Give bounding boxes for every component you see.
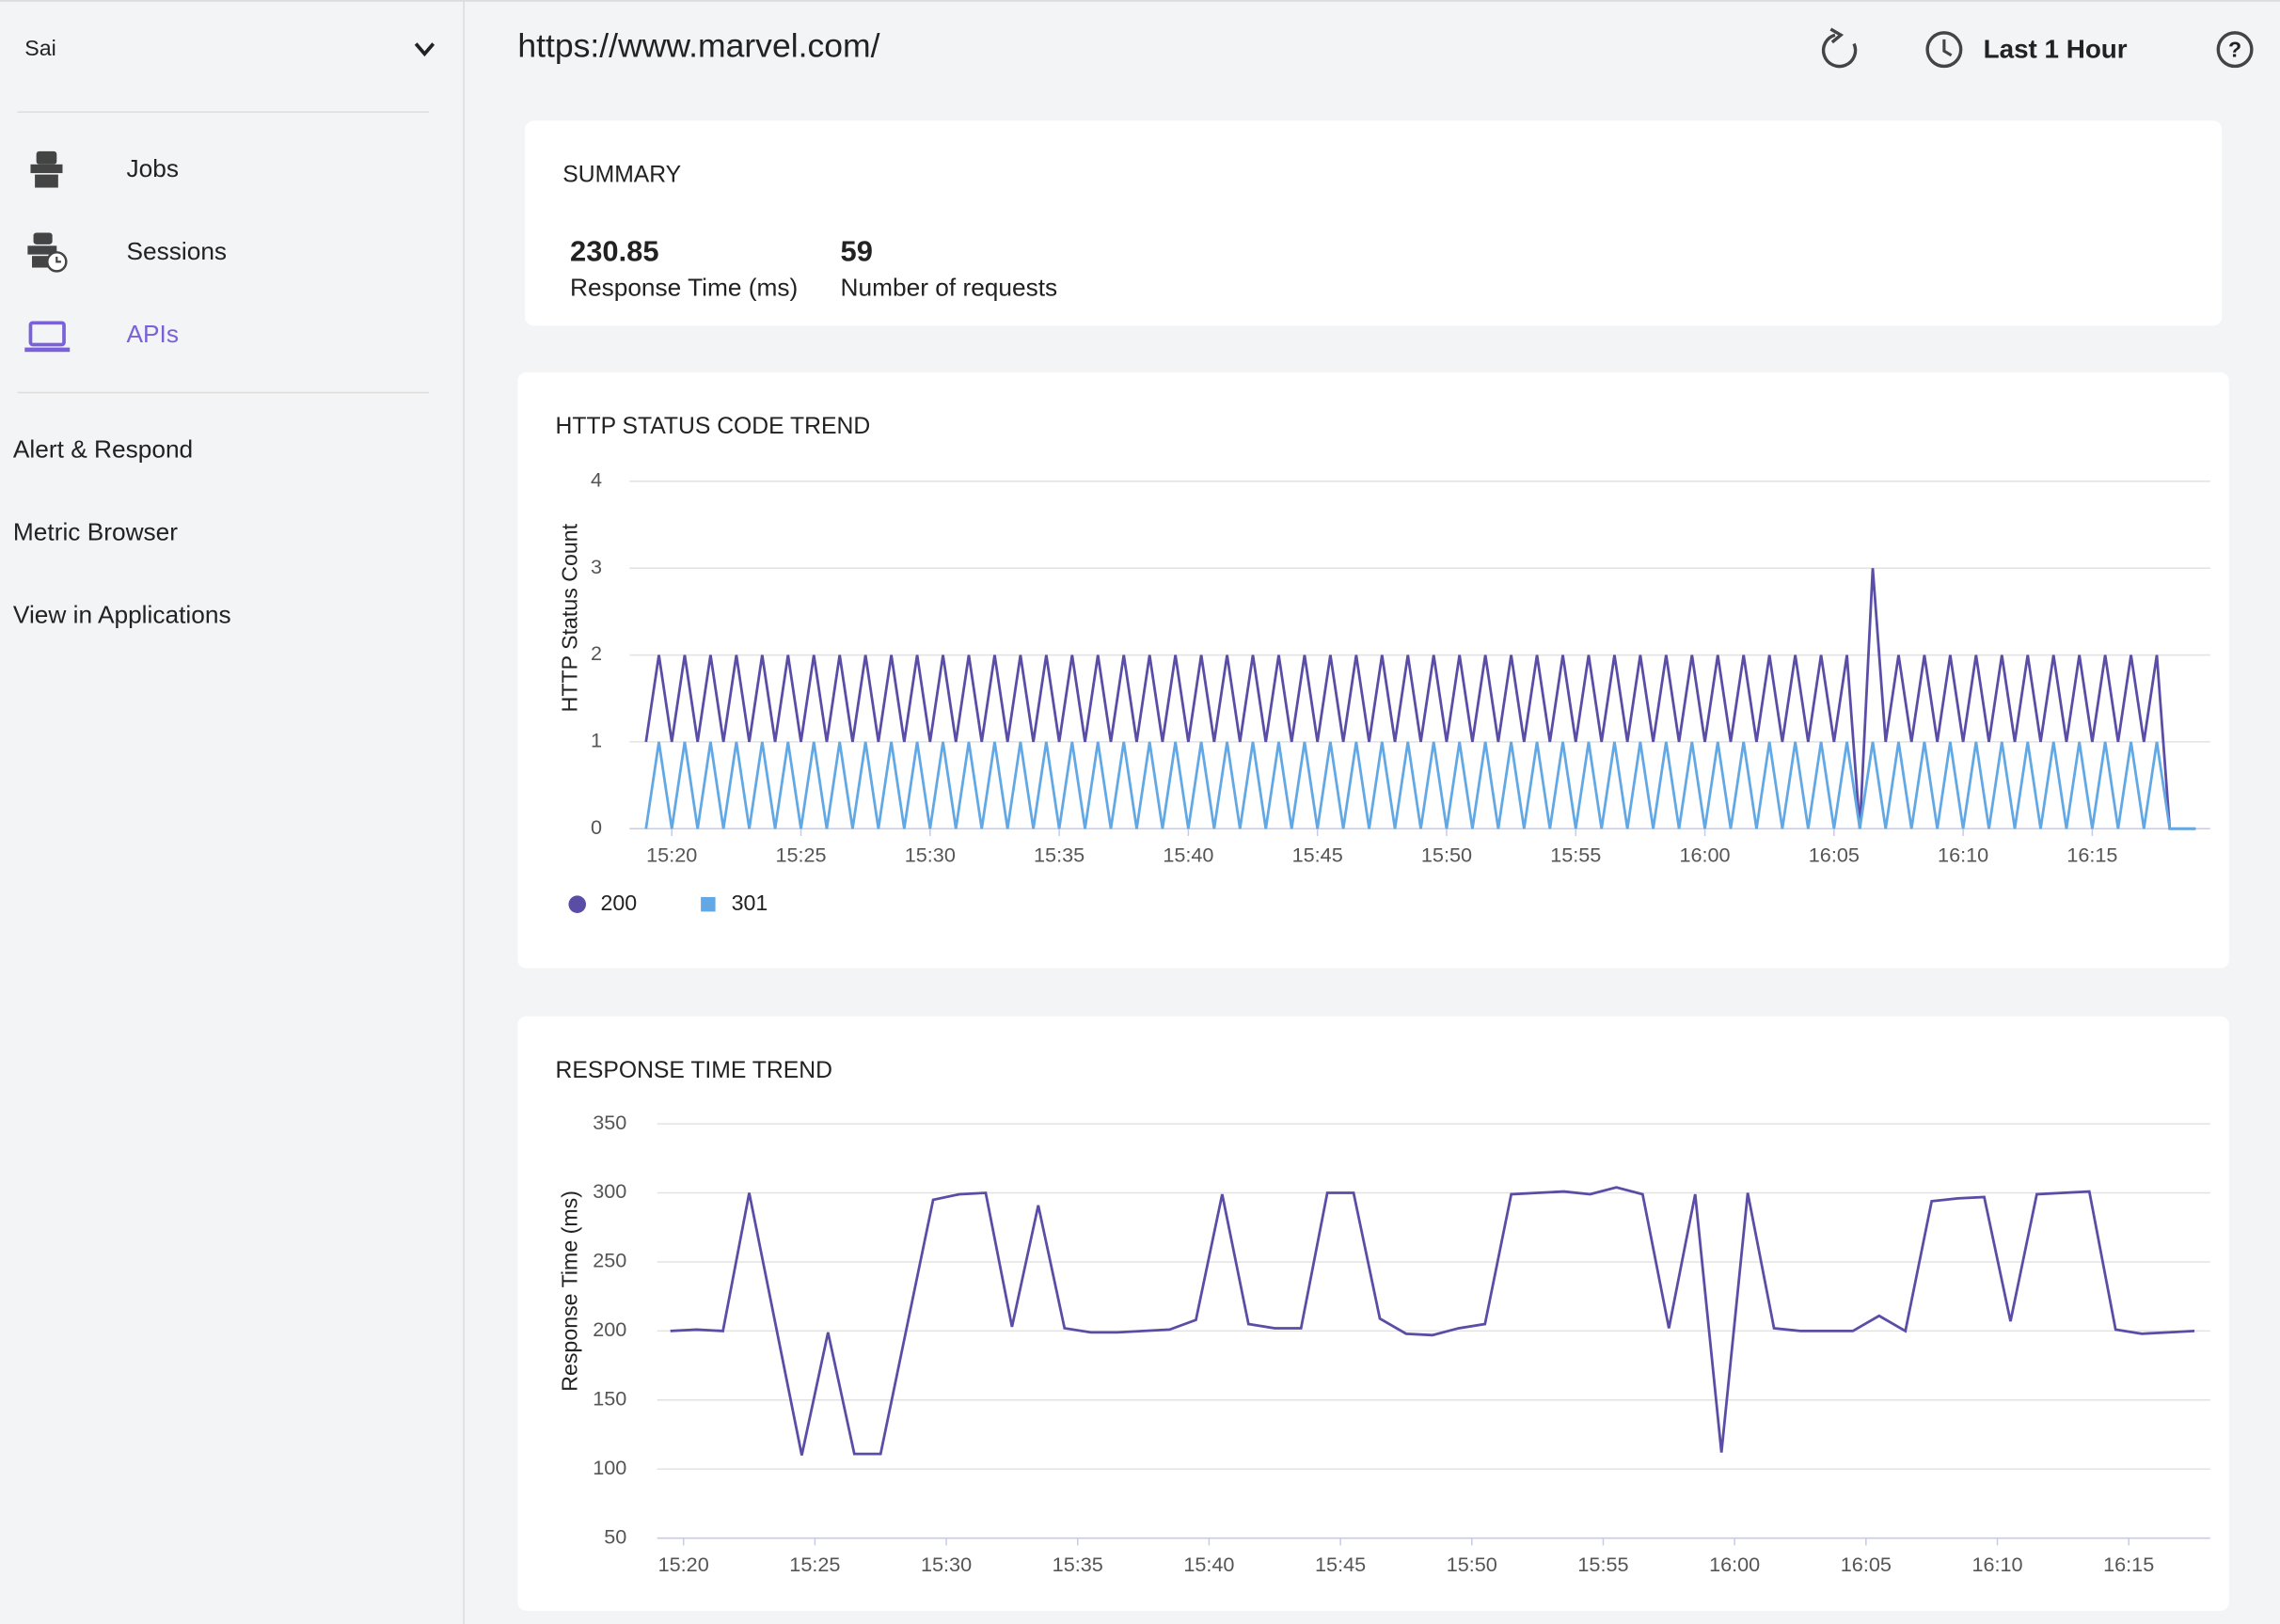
x-tick-label: 15:25 (775, 843, 826, 866)
y-tick-label: 4 (591, 468, 602, 492)
legend-item[interactable]: 301 (701, 891, 768, 915)
sidebar-link[interactable]: View in Applications (13, 601, 231, 629)
nav-item-active[interactable]: APIs (126, 320, 178, 348)
jobs-icon (30, 150, 63, 188)
x-tick-label: 15:40 (1183, 1553, 1234, 1576)
x-tick-label: 16:10 (1971, 1553, 2022, 1576)
page-url: https://www.marvel.com/ (517, 27, 879, 65)
legend-label: 301 (732, 891, 768, 915)
x-tick-label: 16:10 (1938, 843, 1988, 866)
y-tick-label: 3 (591, 555, 602, 578)
chart-card (517, 1016, 2229, 1611)
clock-icon[interactable] (1925, 31, 1963, 69)
user-name[interactable]: Sai (24, 36, 56, 60)
y-tick-label: 50 (604, 1524, 626, 1548)
time-range[interactable]: Last 1 Hour (1984, 35, 2128, 64)
x-tick-label: 15:45 (1315, 1553, 1366, 1576)
chart-card (517, 371, 2229, 969)
legend-label: 200 (600, 891, 637, 915)
x-tick-label: 15:45 (1292, 843, 1343, 866)
series-line (670, 1186, 2195, 1456)
sidebar-link[interactable]: Alert & Respond (13, 434, 193, 463)
legend-item[interactable]: 200 (568, 891, 637, 915)
x-tick-label: 15:20 (646, 843, 697, 866)
x-tick-label: 15:35 (1034, 843, 1085, 866)
legend-marker (701, 896, 716, 912)
x-tick-label: 16:05 (1809, 843, 1860, 866)
x-tick-label: 15:55 (1577, 1553, 1628, 1576)
dropdown-chevron[interactable] (414, 42, 435, 57)
x-tick-label: 15:55 (1550, 843, 1601, 866)
x-tick-label: 16:15 (2103, 1553, 2154, 1576)
x-tick-label: 16:00 (1709, 1553, 1760, 1576)
x-tick-label: 15:25 (789, 1553, 840, 1576)
x-tick-label: 16:05 (1841, 1553, 1892, 1576)
chart-title: RESPONSE TIME TREND (556, 1058, 832, 1083)
x-tick-label: 15:40 (1163, 843, 1213, 866)
x-tick-label: 16:15 (2066, 843, 2117, 866)
nav-item[interactable]: Sessions (126, 237, 227, 265)
y-tick-label: 0 (591, 815, 602, 839)
sidebar-link[interactable]: Metric Browser (13, 517, 178, 545)
y-tick-label: 1 (591, 729, 602, 752)
refresh-button[interactable] (1821, 27, 1858, 69)
card-title: SUMMARY (562, 163, 681, 188)
y-tick-label: 350 (593, 1111, 626, 1134)
sessions-icon (27, 232, 68, 273)
x-tick-label: 15:30 (921, 1553, 972, 1576)
svg-text:?: ? (2228, 37, 2241, 61)
metric-value: 59 (841, 234, 873, 267)
help-button[interactable]: ? (2216, 31, 2254, 69)
metric-label: Number of requests (841, 274, 1058, 302)
legend-marker (568, 895, 587, 913)
y-tick-label: 150 (593, 1387, 626, 1411)
card (525, 120, 2223, 326)
metric-label: Response Time (ms) (570, 274, 798, 302)
metric-value: 230.85 (570, 234, 659, 267)
x-tick-label: 15:35 (1053, 1553, 1103, 1576)
nav-item[interactable]: Jobs (126, 154, 178, 182)
apis-icon (24, 321, 71, 353)
chart-title: HTTP STATUS CODE TREND (556, 414, 871, 439)
y-axis-label: Response Time (ms) (558, 1190, 582, 1392)
x-tick-label: 15:50 (1447, 1553, 1497, 1576)
y-axis-label: HTTP Status Count (558, 523, 582, 712)
x-tick-label: 15:20 (658, 1553, 709, 1576)
header: https://www.marvel.com/ Last 1 Hour ? (517, 27, 2254, 69)
y-tick-label: 2 (591, 641, 602, 665)
y-tick-label: 200 (593, 1317, 626, 1341)
sidebar: Sai Jobs Sessions APIs Alert & Respond M… (13, 0, 465, 1624)
y-tick-label: 300 (593, 1179, 626, 1203)
x-tick-label: 15:50 (1421, 843, 1472, 866)
summary-card: SUMMARY 230.85 Response Time (ms) 59 Num… (525, 120, 2223, 326)
x-tick-label: 16:00 (1679, 843, 1730, 866)
y-tick-label: 250 (593, 1249, 626, 1272)
x-tick-label: 15:30 (905, 843, 956, 866)
y-tick-label: 100 (593, 1456, 626, 1479)
series-line (644, 741, 2196, 830)
series-line (644, 568, 2196, 830)
